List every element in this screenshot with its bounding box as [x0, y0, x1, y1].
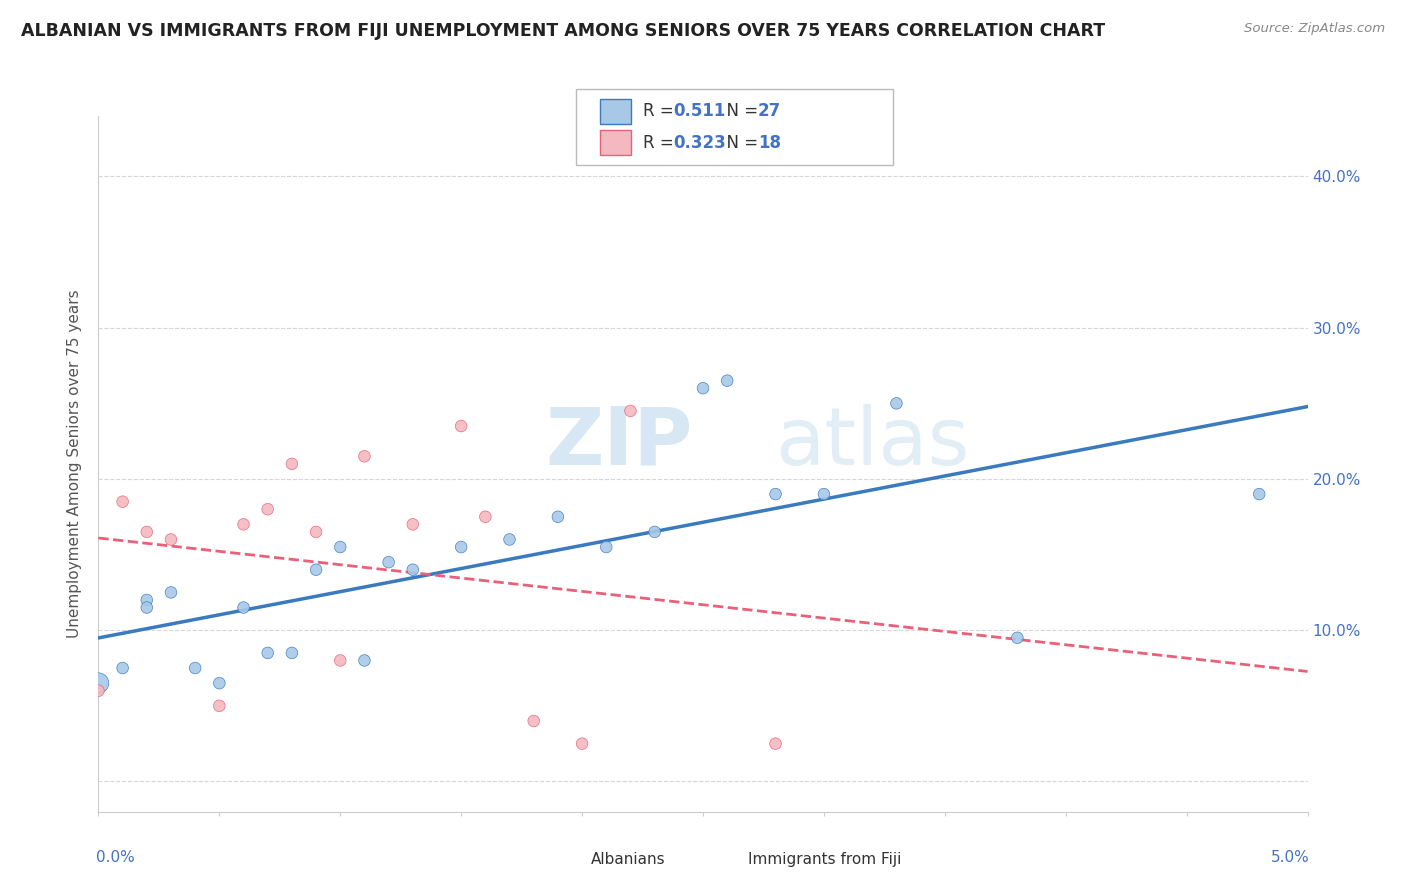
Point	[692, 381, 714, 395]
FancyBboxPatch shape	[558, 850, 585, 868]
Point	[886, 396, 908, 410]
Text: 5.0%: 5.0%	[1271, 850, 1310, 865]
Point	[571, 737, 593, 751]
Point	[135, 600, 157, 615]
Point	[87, 683, 110, 698]
Point	[450, 419, 472, 434]
Point	[135, 593, 157, 607]
Point	[232, 600, 254, 615]
Point	[256, 646, 278, 660]
Point	[474, 509, 496, 524]
Text: ZIP: ZIP	[546, 404, 693, 482]
Point	[232, 517, 254, 532]
Point	[450, 540, 472, 554]
Y-axis label: Unemployment Among Seniors over 75 years: Unemployment Among Seniors over 75 years	[67, 290, 83, 638]
Text: 27: 27	[758, 103, 782, 120]
Text: Albanians: Albanians	[591, 852, 665, 866]
Point	[281, 646, 304, 660]
Text: Immigrants from Fiji: Immigrants from Fiji	[748, 852, 901, 866]
Point	[1249, 487, 1271, 501]
Point	[523, 714, 546, 728]
Text: 0.0%: 0.0%	[96, 850, 135, 865]
Point	[765, 737, 787, 751]
Point	[305, 563, 328, 577]
Text: N =: N =	[716, 103, 763, 120]
Point	[402, 517, 425, 532]
Text: 0.323: 0.323	[673, 134, 727, 152]
Point	[595, 540, 617, 554]
Point	[329, 540, 352, 554]
Point	[111, 494, 134, 508]
Point	[160, 585, 183, 599]
Text: N =: N =	[716, 134, 763, 152]
Text: 0.511: 0.511	[673, 103, 725, 120]
Point	[208, 698, 231, 713]
Point	[377, 555, 399, 569]
Point	[305, 524, 328, 539]
Text: 18: 18	[758, 134, 780, 152]
Point	[329, 653, 352, 667]
Point	[184, 661, 207, 675]
Point	[402, 563, 425, 577]
Point	[87, 676, 110, 690]
Text: R =: R =	[643, 134, 679, 152]
Point	[813, 487, 835, 501]
Point	[208, 676, 231, 690]
Point	[256, 502, 278, 516]
Point	[135, 524, 157, 539]
Text: Source: ZipAtlas.com: Source: ZipAtlas.com	[1244, 22, 1385, 36]
Text: atlas: atlas	[776, 404, 970, 482]
Point	[765, 487, 787, 501]
Point	[160, 533, 183, 547]
Point	[353, 450, 375, 464]
Point	[619, 404, 641, 418]
Point	[111, 661, 134, 675]
Point	[547, 509, 569, 524]
FancyBboxPatch shape	[716, 850, 742, 868]
Point	[498, 533, 520, 547]
Text: ALBANIAN VS IMMIGRANTS FROM FIJI UNEMPLOYMENT AMONG SENIORS OVER 75 YEARS CORREL: ALBANIAN VS IMMIGRANTS FROM FIJI UNEMPLO…	[21, 22, 1105, 40]
Text: R =: R =	[643, 103, 679, 120]
Point	[281, 457, 304, 471]
Point	[716, 374, 738, 388]
Point	[353, 653, 375, 667]
Point	[644, 524, 666, 539]
Point	[1007, 631, 1029, 645]
